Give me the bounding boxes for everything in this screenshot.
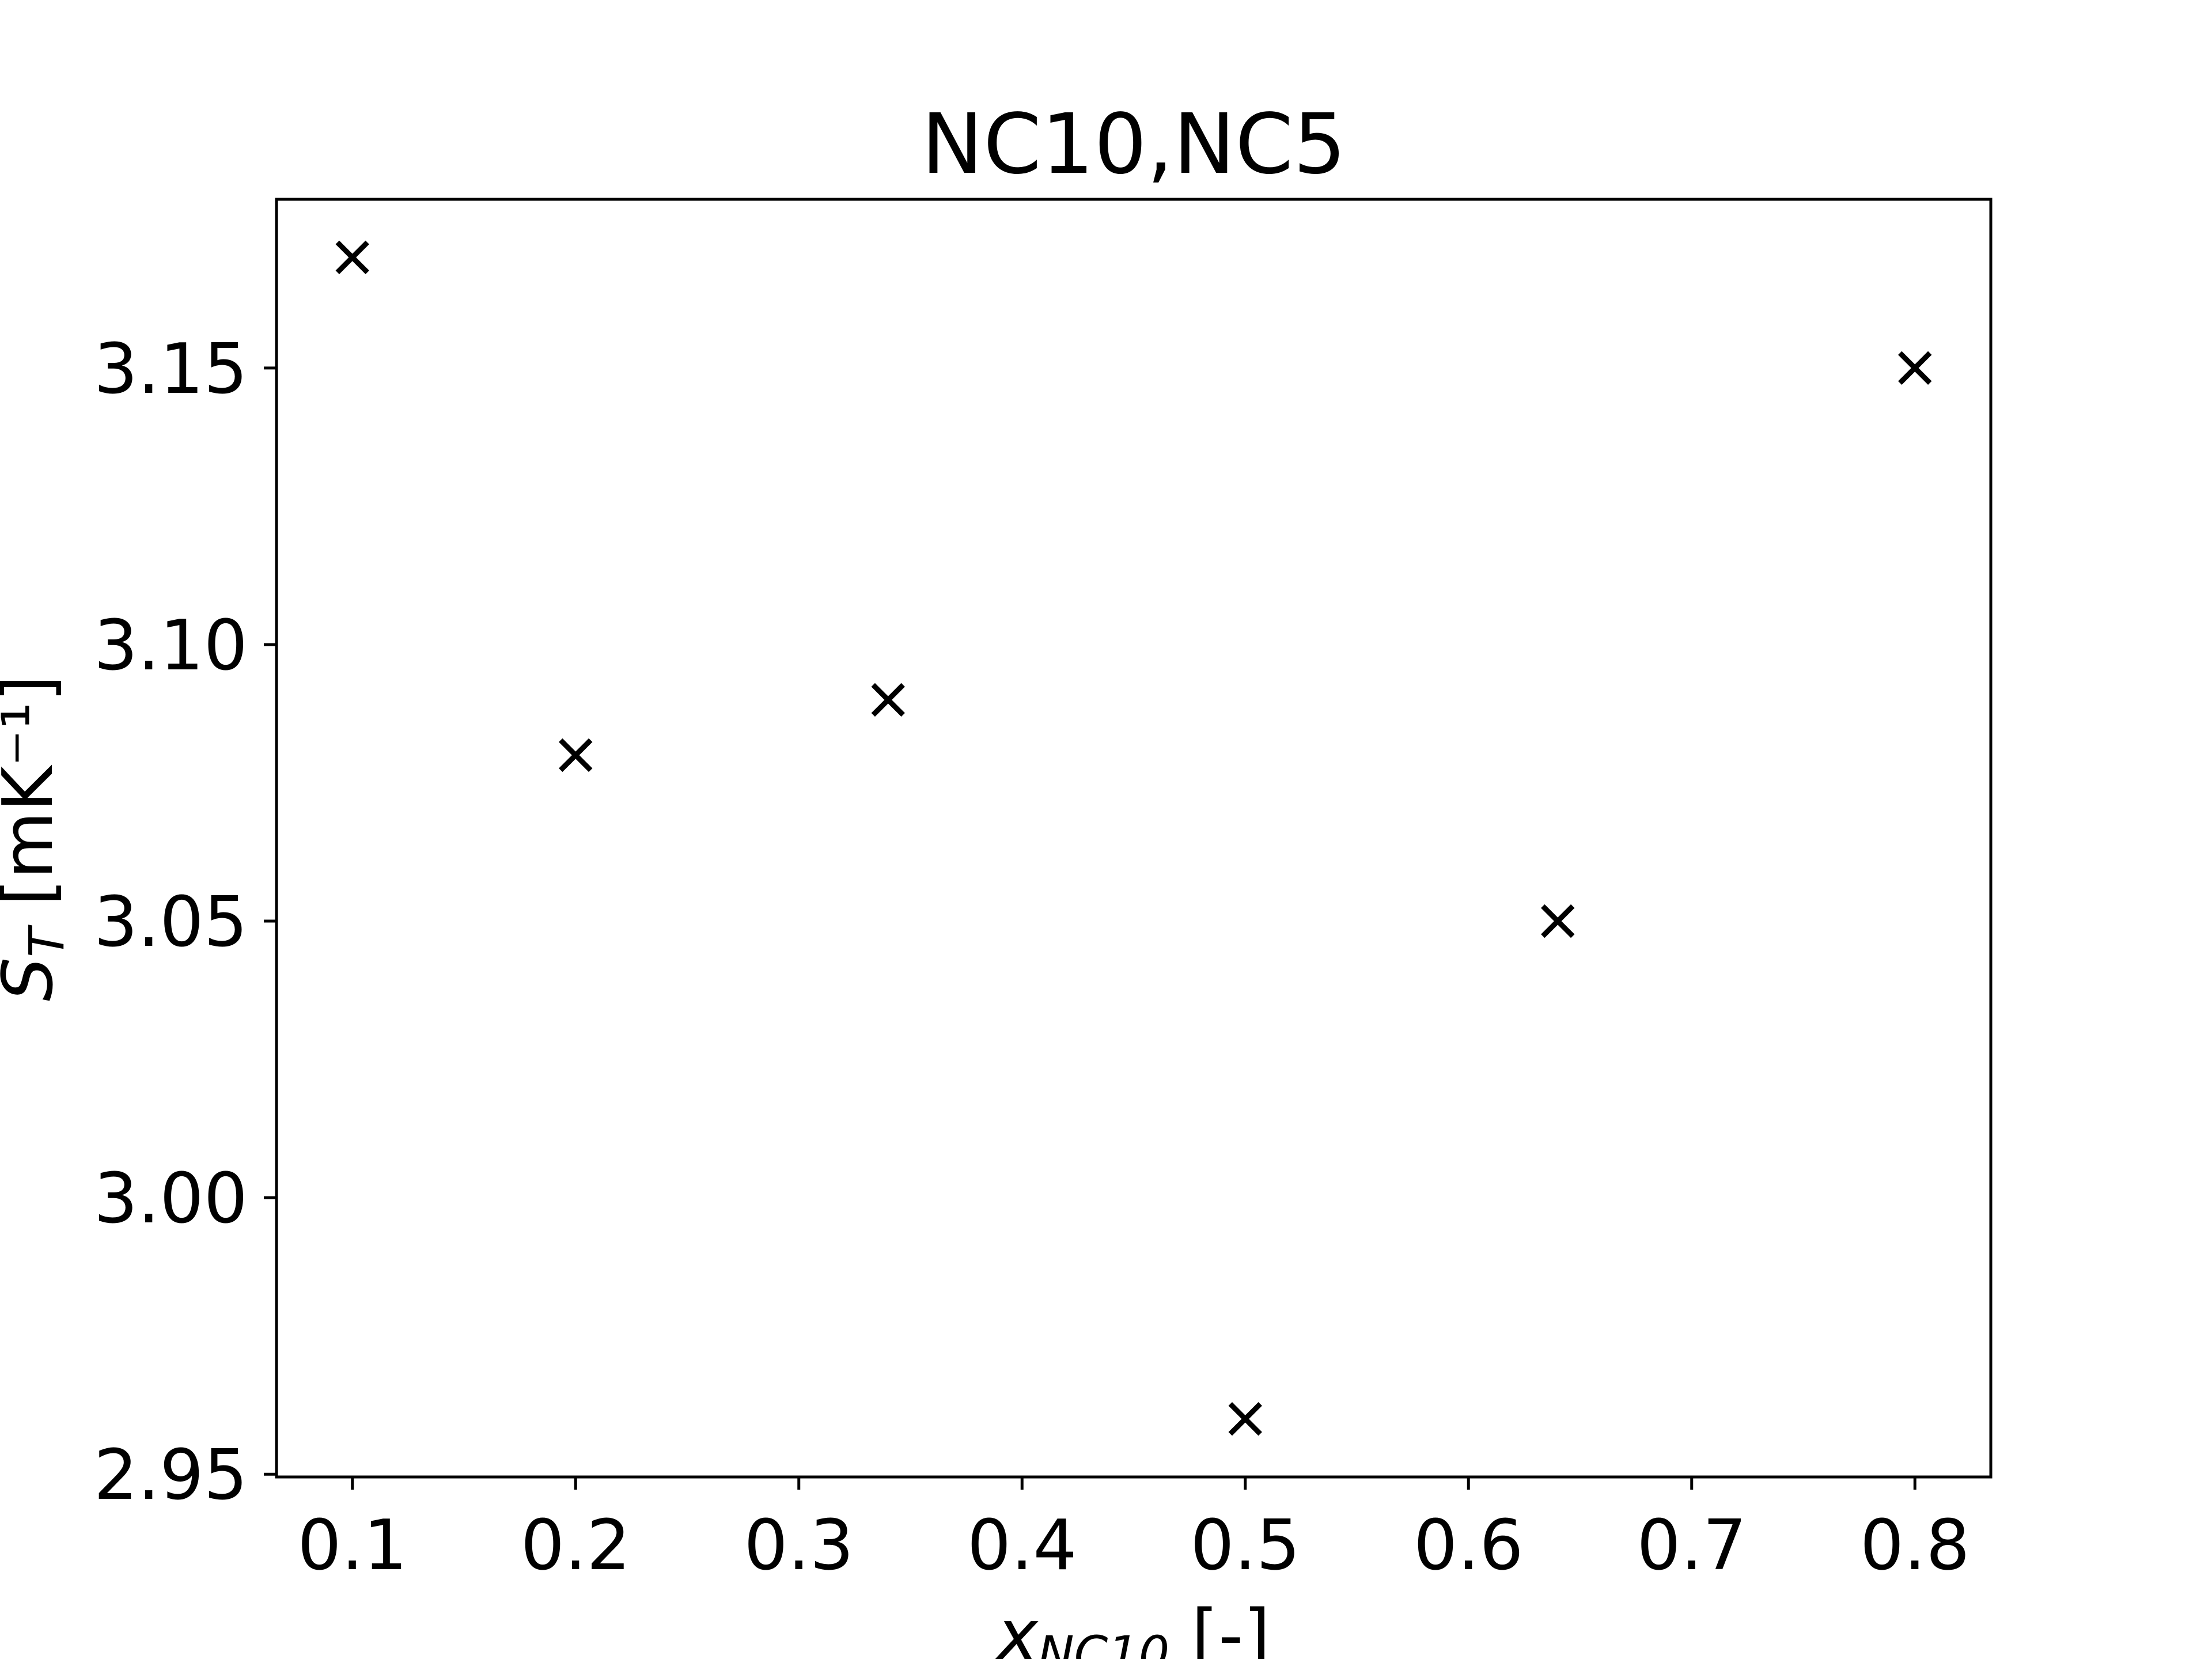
data-point-marker: [1228, 1402, 1262, 1436]
data-markers: [335, 240, 1932, 1436]
data-point-marker: [1898, 351, 1932, 385]
data-point-marker: [559, 738, 593, 772]
y-axis-label: ST [mK⁻¹]: [0, 675, 75, 1001]
y-tick-label: 3.00: [94, 1159, 248, 1239]
x-tick-label: 0.8: [1860, 1506, 1970, 1586]
y-axis-label-subscript: T: [18, 925, 75, 957]
y-tick-label: 3.10: [94, 606, 248, 686]
x-axis-label-unit: [-]: [1169, 1596, 1270, 1659]
plot-area-frame: [275, 198, 1993, 1479]
y-tick-label: 2.95: [94, 1435, 248, 1516]
x-tick-label: 0.5: [1190, 1506, 1300, 1586]
x-tick-label: 0.2: [521, 1506, 631, 1586]
x-axis-label: xNC10 [-]: [995, 1596, 1270, 1659]
x-tick-label: 0.4: [967, 1506, 1077, 1586]
x-axis-label-subscript: NC10: [1038, 1626, 1169, 1659]
x-tick-label: 0.1: [297, 1506, 407, 1586]
x-tick-label: 0.3: [744, 1506, 854, 1586]
y-axis-ticks: 2.95 3.00 3.05 3.10 3.15: [94, 329, 276, 1516]
y-tick-label: 3.05: [94, 882, 248, 963]
x-tick-label: 0.6: [1414, 1506, 1524, 1586]
x-tick-label: 0.7: [1637, 1506, 1747, 1586]
y-axis-label-base: S: [0, 957, 69, 1001]
chart-title: NC10,NC5: [921, 96, 1346, 192]
data-point-marker: [871, 683, 905, 717]
x-axis-ticks: 0.1 0.2 0.3 0.4 0.5 0.6 0.7 0.8: [297, 1477, 1970, 1586]
x-axis-label-base: x: [995, 1596, 1039, 1659]
data-point-marker: [335, 240, 369, 275]
data-point-marker: [1541, 904, 1575, 938]
y-axis-label-unit: [mK⁻¹]: [0, 675, 69, 928]
y-tick-label: 3.15: [94, 329, 248, 410]
